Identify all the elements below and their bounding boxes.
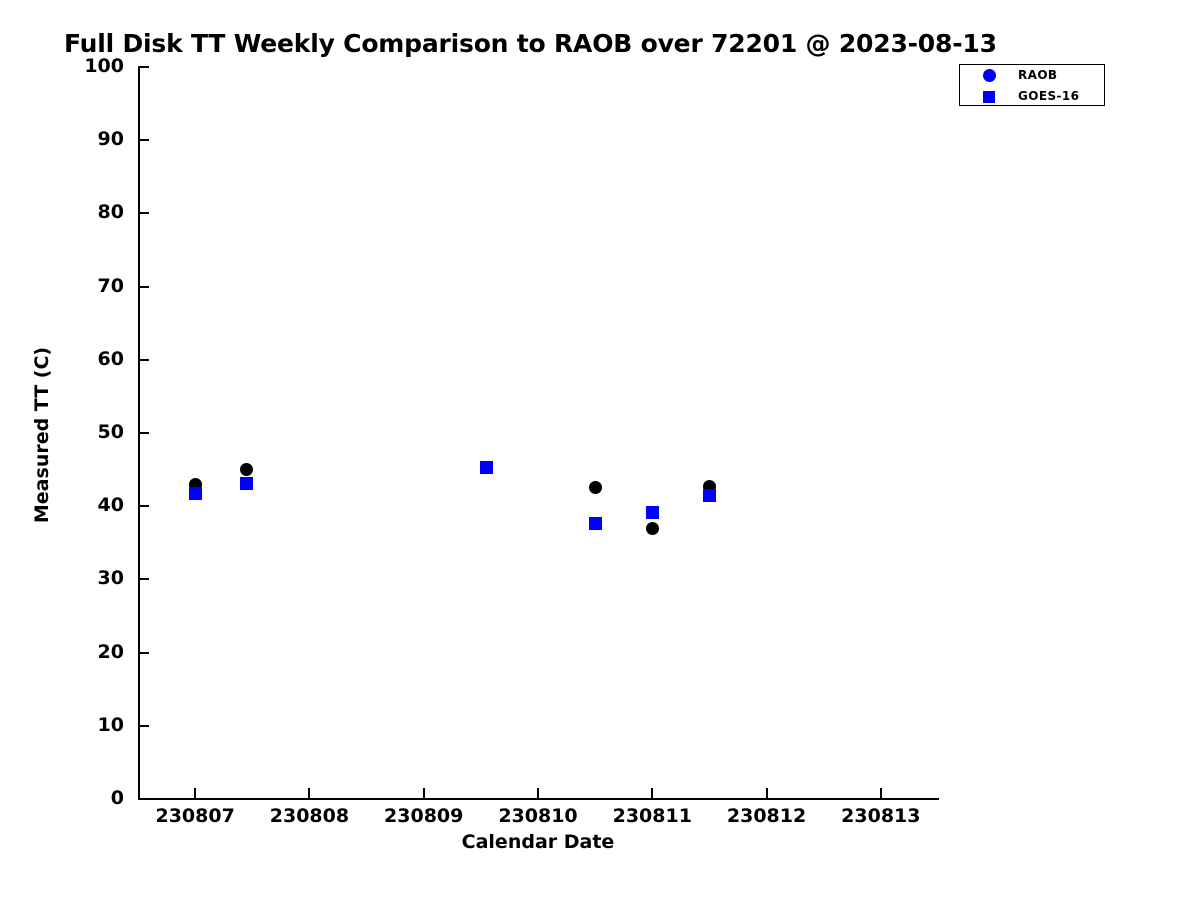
data-point-raob xyxy=(240,463,254,477)
legend-marker-wrap xyxy=(960,86,1018,107)
chart-legend: RAOB GOES-16 xyxy=(959,64,1105,106)
data-point-goes-16 xyxy=(480,460,494,474)
x-tick-mark xyxy=(651,788,654,799)
page-title: Full Disk TT Weekly Comparison to RAOB o… xyxy=(64,29,997,58)
y-tick-mark xyxy=(138,505,149,508)
y-axis-label: Measured TT (C) xyxy=(31,346,53,524)
data-point-goes-16 xyxy=(240,477,254,490)
data-point-goes-16 xyxy=(188,486,202,500)
data-point-raob xyxy=(588,481,602,495)
x-axis-label: Calendar Date xyxy=(461,831,615,853)
x-tick-mark xyxy=(422,788,425,799)
legend-label: RAOB xyxy=(1018,68,1058,82)
y-tick-mark xyxy=(138,798,149,800)
x-tick-label: 230812 xyxy=(726,805,807,827)
legend-marker-wrap xyxy=(960,65,1018,86)
x-axis-line xyxy=(138,798,939,800)
x-tick-label: 230809 xyxy=(384,805,464,827)
y-tick-mark xyxy=(138,578,149,581)
y-tick-mark xyxy=(138,651,149,654)
y-tick-label: 10 xyxy=(97,713,124,736)
y-tick-mark xyxy=(138,432,149,434)
x-tick-label: 230813 xyxy=(841,805,921,827)
y-tick-mark xyxy=(138,139,149,142)
x-tick-label: 230810 xyxy=(498,805,578,827)
data-point-goes-16 xyxy=(645,505,659,519)
x-tick-label: 230811 xyxy=(612,805,692,827)
data-point-raob xyxy=(645,522,659,536)
x-tick-mark xyxy=(765,788,768,799)
x-tick-mark xyxy=(879,788,882,799)
legend-label: GOES-16 xyxy=(1018,89,1080,103)
legend-item-goes-16[interactable]: GOES-16 xyxy=(960,86,1104,107)
y-tick-label: 40 xyxy=(97,494,124,517)
y-tick-label: 70 xyxy=(97,274,124,297)
y-tick-mark xyxy=(138,212,149,215)
y-tick-mark xyxy=(138,285,149,288)
y-tick-label: 0 xyxy=(110,787,124,809)
y-tick-label: 20 xyxy=(97,640,124,663)
x-tick-label: 230807 xyxy=(155,805,235,827)
y-tick-label: 60 xyxy=(97,347,124,370)
y-tick-label: 100 xyxy=(84,55,124,77)
legend-square-icon xyxy=(983,90,995,103)
legend-item-raob[interactable]: RAOB xyxy=(960,65,1104,86)
data-point-goes-16 xyxy=(702,488,716,502)
x-tick-mark xyxy=(537,788,539,799)
data-point-goes-16 xyxy=(588,517,602,531)
x-tick-mark xyxy=(194,788,197,799)
y-tick-label: 90 xyxy=(97,128,124,151)
plot-area xyxy=(138,67,938,799)
legend-circle-icon xyxy=(982,69,996,82)
y-tick-mark xyxy=(138,724,149,727)
y-tick-mark xyxy=(138,358,149,361)
x-tick-mark xyxy=(308,788,311,799)
y-tick-label: 30 xyxy=(97,567,124,590)
y-tick-label: 80 xyxy=(97,201,124,224)
y-tick-label: 50 xyxy=(97,421,124,443)
y-tick-mark xyxy=(138,66,149,68)
x-tick-label: 230808 xyxy=(269,805,350,827)
